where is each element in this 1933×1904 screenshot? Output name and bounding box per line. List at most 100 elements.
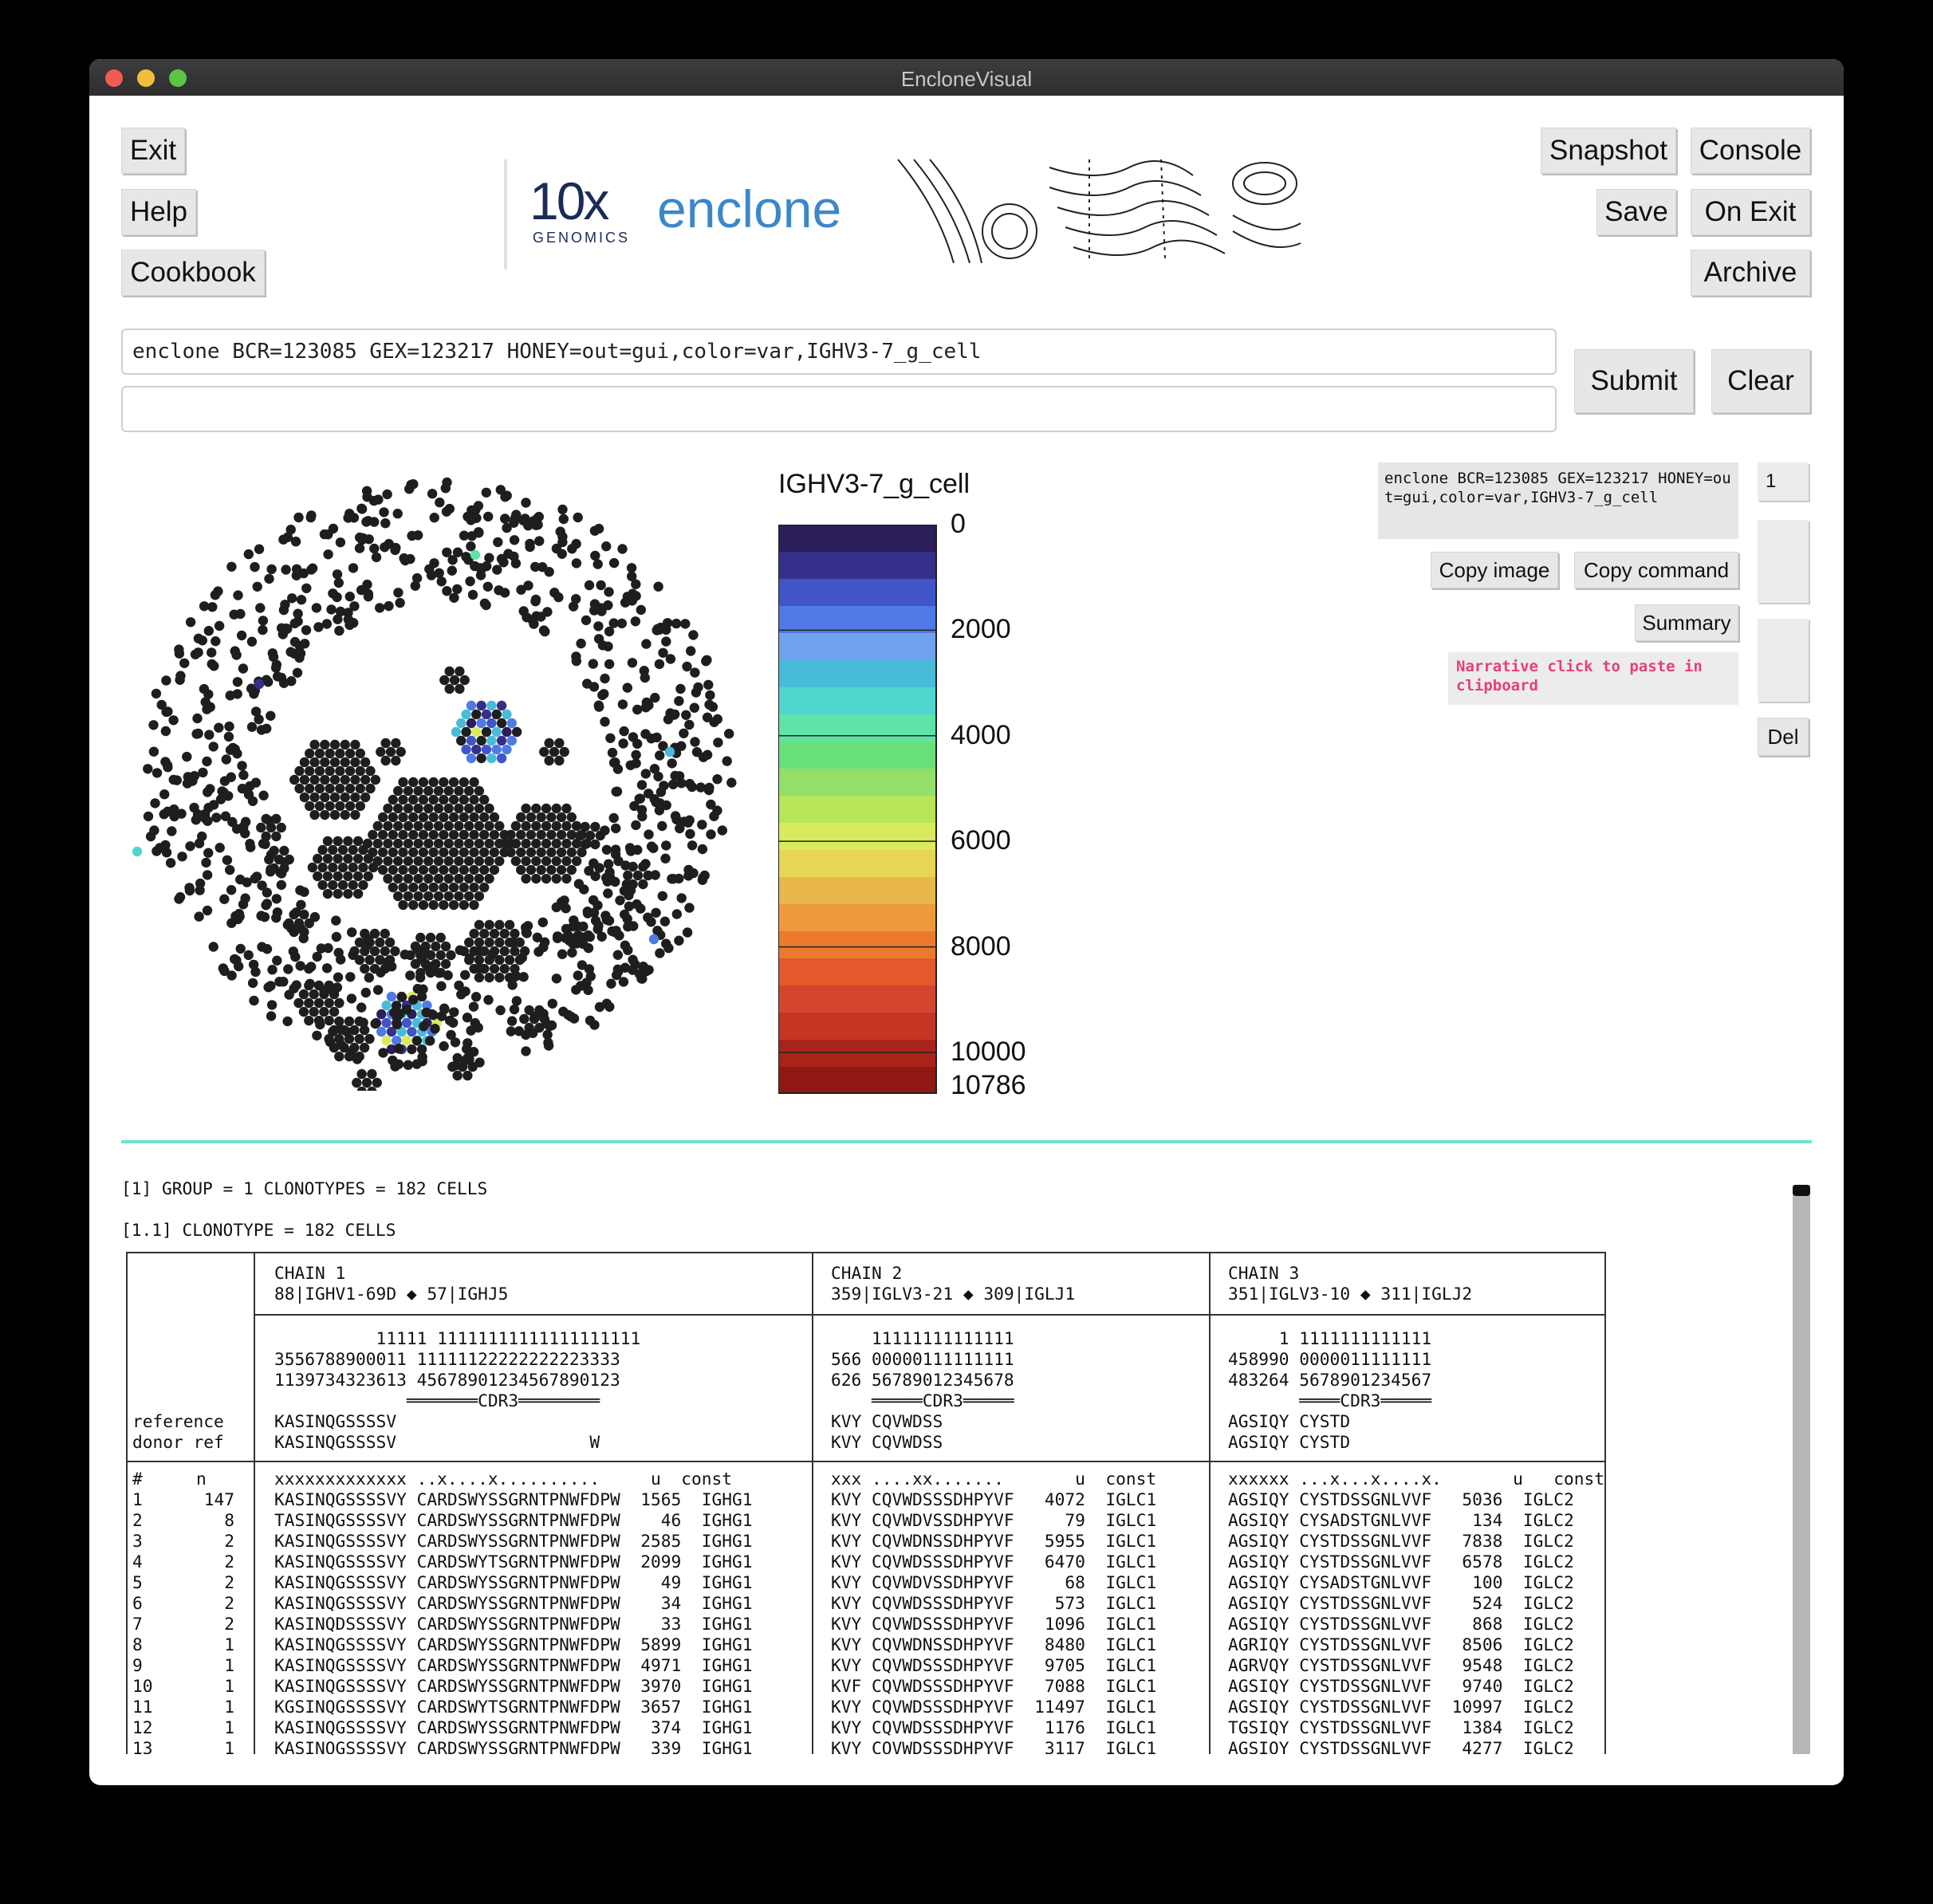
narrative-box[interactable]: Narrative click to paste in clipboard — [1448, 652, 1738, 705]
help-button[interactable]: Help — [121, 189, 196, 235]
donor-ref-label: donor ref — [132, 1432, 224, 1452]
row-chain3: AGSIQY CYSTDSSGNLVVF 524 IGLC2 — [1228, 1593, 1574, 1613]
row-chain2: KVY CQVWDSSSDHPYVF 9705 IGLC1 — [831, 1655, 1157, 1675]
row-index: 12 — [132, 1717, 153, 1737]
command-echo-box: enclone BCR=123085 GEX=123217 HONEY=out=… — [1378, 462, 1738, 539]
save-button[interactable]: Save — [1596, 189, 1676, 235]
colorbar-swatch — [778, 769, 936, 797]
row-chain2: KVY CQVWDNSSDHPYVF 8480 IGLC1 — [831, 1635, 1157, 1654]
chain-positions-2: 3556788900011 11111122222222223333 — [274, 1349, 620, 1369]
chain-column-header: xxxxxxxxxxxxx ..x....x.......... u const — [274, 1469, 733, 1489]
row-chain1: KASINQGSSSSVY CARDSWYSSGRNTPNWFDPW 3970 … — [274, 1676, 753, 1696]
colorbar-swatch — [778, 904, 936, 932]
colorbar-swatch — [778, 552, 936, 580]
chain-donor-seq: AGSIQY CYSTD — [1228, 1432, 1351, 1452]
row-count: 2 — [224, 1531, 234, 1551]
chain-donor-seq: KVY CQVWDSS — [831, 1432, 943, 1452]
chain-name: CHAIN 3 — [1228, 1263, 1300, 1283]
chain-reference-seq: KASINQGSSSSV — [274, 1411, 417, 1431]
title-bar: EncloneVisual — [89, 59, 1844, 96]
row-chain3: AGSIQY CYSTDSSGNLVVF 5036 IGLC2 — [1228, 1489, 1574, 1509]
legend-tick-label: 10786 — [951, 1070, 1026, 1100]
colorbar-swatch — [778, 687, 936, 715]
clonotype-line: [1.1] CLONOTYPE = 182 CELLS — [121, 1220, 396, 1240]
row-chain2: KVY CQVWDSSSDHPYVF 6470 IGLC1 — [831, 1552, 1157, 1572]
row-count: 1 — [224, 1697, 234, 1717]
row-chain3: TGSIQY CYSTDSSGNLVVF 1384 IGLC2 — [1228, 1717, 1574, 1737]
row-chain2: KVY CQVWDVSSDHPYVF 68 IGLC1 — [831, 1572, 1157, 1592]
enclone-logo: enclone — [657, 179, 842, 238]
legend-tick-label: 10000 — [951, 1036, 1026, 1067]
copy-command-button[interactable]: Copy command — [1574, 552, 1738, 588]
history-up-button[interactable] — [1758, 520, 1809, 603]
delete-button[interactable]: Del — [1758, 718, 1809, 756]
chain-positions-1: 1 1111111111111 — [1228, 1328, 1432, 1348]
chain-positions-1: 11111111111111 — [831, 1328, 1014, 1348]
minimize-window-button[interactable] — [137, 69, 155, 87]
row-count: 2 — [224, 1614, 234, 1634]
row-chain1: KASINQGSSSSVY CARDSWYSSGRNTPNWFDPW 1565 … — [274, 1489, 753, 1509]
row-chain2: KVY CQVWDSSSDHPYVF 3117 IGLC1 — [831, 1738, 1157, 1754]
chain-positions-3: 1139734323613 45678901234567890123 — [274, 1370, 620, 1390]
row-chain3: AGSIQY CYSTDSSGNLVVF 10997 IGLC2 — [1228, 1697, 1574, 1717]
exit-button[interactable]: Exit — [121, 128, 185, 174]
summary-button[interactable]: Summary — [1635, 604, 1738, 641]
chain-positions-2: 458990 0000011111111 — [1228, 1349, 1432, 1369]
row-chain2: KVY CQVWDSSSDHPYVF 4072 IGLC1 — [831, 1489, 1157, 1509]
secondary-command-input[interactable] — [121, 386, 1557, 432]
history-index-box: 1 — [1758, 462, 1809, 501]
row-index: 9 — [132, 1655, 143, 1675]
row-count: 1 — [224, 1717, 234, 1737]
row-index: 2 — [132, 1510, 143, 1530]
chain-cdr3-marker: ═══════CDR3════════ — [274, 1391, 600, 1410]
row-count: 1 — [224, 1635, 234, 1654]
section-divider — [121, 1140, 1812, 1143]
submit-button[interactable]: Submit — [1574, 349, 1694, 413]
row-index: 6 — [132, 1593, 143, 1613]
chain-positions-2: 566 00000111111111 — [831, 1349, 1014, 1369]
row-index: 5 — [132, 1572, 143, 1592]
row-index: 8 — [132, 1635, 143, 1654]
row-index: 13 — [132, 1738, 153, 1754]
chain-reference-seq: KVY CQVWDSS — [831, 1411, 943, 1431]
on-exit-button[interactable]: On Exit — [1691, 189, 1810, 235]
row-chain1: KGSINQGSSSSVY CARDSWYTSGRNTPNWFDPW 3657 … — [274, 1697, 753, 1717]
cookbook-button[interactable]: Cookbook — [121, 250, 265, 296]
chain-positions-1: 11111 11111111111111111111 — [274, 1328, 641, 1348]
row-chain1: KASINQGSSSSVY CARDSWYSSGRNTPNWFDPW 339 I… — [274, 1738, 753, 1754]
chain-name: CHAIN 2 — [831, 1263, 903, 1283]
chain-positions-3: 483264 5678901234567 — [1228, 1370, 1432, 1390]
scrollbar-thumb[interactable] — [1793, 1185, 1810, 1196]
zoom-window-button[interactable] — [169, 69, 187, 87]
close-window-button[interactable] — [105, 69, 123, 87]
chain-column-header: xxxxxx ...x...x....x. u const — [1228, 1469, 1604, 1489]
index-header: # — [132, 1469, 143, 1489]
colorbar-swatch — [778, 877, 936, 905]
row-chain3: AGSIQY CYSTDSSGNLVVF 6578 IGLC2 — [1228, 1552, 1574, 1572]
legend-tick-label: 0 — [951, 509, 966, 539]
row-chain3: AGSIQY CYSADSTGNLVVF 100 IGLC2 — [1228, 1572, 1574, 1592]
console-button[interactable]: Console — [1691, 128, 1810, 174]
clonotype-table: reference donor ref # n CHAIN 1 88|IGHV1-… — [126, 1252, 1608, 1754]
snapshot-button[interactable]: Snapshot — [1541, 128, 1676, 174]
clear-button[interactable]: Clear — [1711, 349, 1810, 413]
legend-tick-label: 8000 — [951, 930, 1011, 962]
tenx-logo-subtitle: GENOMICS — [533, 230, 631, 246]
tenx-logo: 10x — [530, 171, 609, 231]
colorbar-swatch — [778, 931, 936, 959]
chain-cdr3-marker: ═════CDR3═════ — [831, 1391, 1014, 1410]
copy-image-button[interactable]: Copy image — [1431, 552, 1558, 588]
chain-reference-seq: AGSIQY CYSTD — [1228, 1411, 1351, 1431]
row-chain1: KASINQGSSSSVY CARDSWYSSGRNTPNWFDPW 2585 … — [274, 1531, 753, 1551]
archive-button[interactable]: Archive — [1691, 250, 1810, 296]
history-down-button[interactable] — [1758, 619, 1809, 702]
colorbar-swatch — [778, 823, 936, 851]
command-input[interactable]: enclone BCR=123085 GEX=123217 HONEY=out=… — [121, 328, 1557, 375]
row-chain3: AGSIQY CYSTDSSGNLVVF 4277 IGLC2 — [1228, 1738, 1574, 1754]
row-index: 3 — [132, 1531, 143, 1551]
chain-genes: 88|IGHV1-69D ◆ 57|IGHJ5 — [274, 1284, 509, 1304]
history-index: 1 — [1766, 470, 1777, 492]
legend-tick-label: 4000 — [951, 719, 1011, 750]
output-scrollbar[interactable] — [1793, 1185, 1810, 1754]
reference-label: reference — [132, 1411, 224, 1431]
